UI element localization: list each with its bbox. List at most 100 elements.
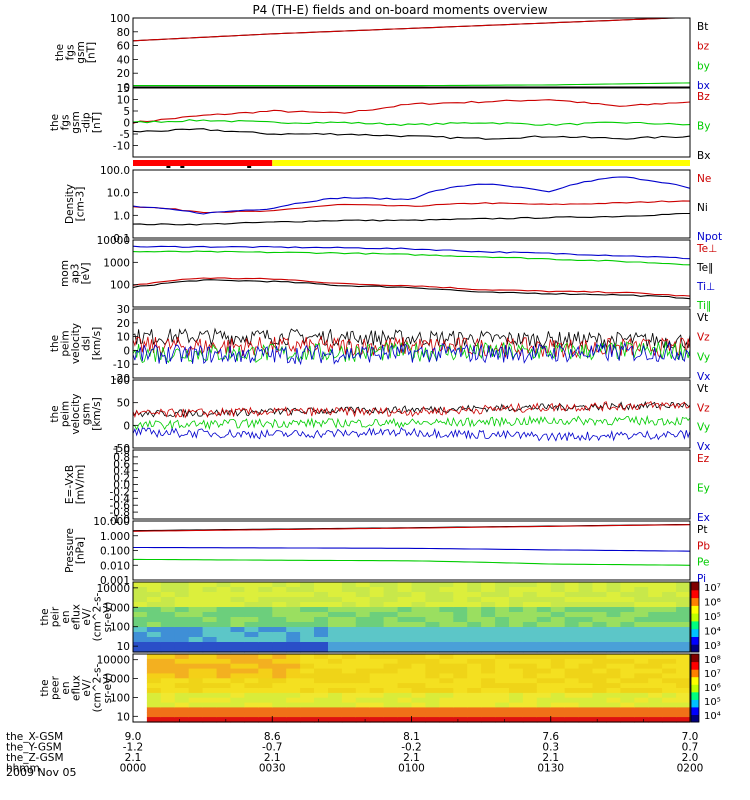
- date-label: 2009 Nov 05: [6, 766, 76, 779]
- y-tick-label: 80: [117, 27, 130, 39]
- spectrogram-cell: [314, 597, 329, 603]
- spectrogram-cell: [536, 692, 552, 699]
- spectrogram-cell: [188, 622, 204, 628]
- spectrogram-cell: [550, 582, 566, 588]
- spectrogram-cell: [411, 683, 426, 689]
- spectrogram-cell: [300, 702, 315, 709]
- spectrogram-cell: [314, 642, 329, 648]
- spectrogram-cell: [592, 642, 607, 648]
- panel-10: 10⁴10⁵10⁶10⁷10⁸10100100010000thepeerenef…: [39, 653, 721, 723]
- spectrogram-cell: [648, 637, 663, 643]
- series-group: [132, 400, 691, 442]
- spectrogram-cell: [481, 582, 496, 588]
- spectrogram-cell: [662, 627, 677, 633]
- spectrogram-cell: [397, 597, 413, 603]
- spectrogram-cell: [216, 697, 232, 704]
- spectrogram-cell: [662, 622, 677, 628]
- spectrogram-cell: [522, 642, 538, 648]
- spectrogram-cell: [146, 617, 162, 623]
- y-axis-label: Density[cm-3]: [64, 184, 87, 224]
- legend-label: Vx: [697, 371, 710, 383]
- series-line-Vz: [132, 335, 691, 359]
- spectrogram-cell: [522, 592, 538, 598]
- spectrogram-cell: [564, 717, 580, 723]
- spectrogram-cell: [300, 712, 315, 718]
- y-tick-label: 0: [123, 118, 130, 130]
- legend-label: Ti⊥: [696, 281, 715, 293]
- spectrogram-cell: [467, 627, 482, 633]
- spectrogram-cell: [146, 602, 162, 608]
- spectrogram-cell: [536, 663, 552, 670]
- spectrogram-cell: [286, 697, 301, 704]
- spectrogram-cell: [425, 627, 440, 633]
- spectrogram-cell: [160, 658, 176, 665]
- y-axis-label-line: Pressure: [64, 528, 76, 573]
- spectrogram-cell: [509, 647, 524, 653]
- spectrogram-cell: [174, 658, 190, 665]
- spectrogram-cell: [453, 702, 468, 709]
- spectrogram-cell: [509, 702, 524, 709]
- spectrogram-cell: [188, 683, 204, 689]
- spectrogram-cell: [536, 654, 552, 660]
- y-axis-label-line: sr-eV): [102, 602, 114, 633]
- y-axis-label-line: fgs: [60, 115, 72, 131]
- y-axis-label-line: velocity: [70, 323, 82, 364]
- series-line-Vt: [132, 327, 691, 349]
- spectrogram-cell: [453, 688, 468, 694]
- spectrogram-cell: [634, 668, 649, 675]
- colorbar-tick-label: 10⁶: [704, 598, 721, 609]
- series-group: [132, 17, 691, 88]
- spectrogram-cell: [258, 587, 273, 593]
- spectrogram-cell: [328, 658, 343, 665]
- spectrogram-cell: [606, 627, 621, 633]
- legend-label: Vt: [697, 383, 708, 395]
- spectrogram-cell: [188, 707, 204, 713]
- y-tick-label: 100.0: [100, 165, 130, 177]
- y-tick-label: 10.0: [107, 188, 130, 200]
- spectrogram-cell: [425, 622, 440, 628]
- spectrogram-cell: [174, 663, 190, 670]
- spectrogram-cell: [174, 717, 190, 723]
- spectrogram-cell: [634, 612, 649, 618]
- spectrogram-cell: [453, 642, 468, 648]
- spectrogram-cell: [314, 592, 329, 598]
- legend: Bt bz by bx: [697, 21, 710, 92]
- ephemeris-value: 0000: [120, 763, 147, 775]
- spectrogram-cell: [202, 597, 218, 603]
- spectrogram-cell: [425, 617, 440, 623]
- spectrogram-cell: [258, 602, 273, 608]
- spectrogram-cell: [620, 697, 635, 704]
- spectrogram-cell: [258, 622, 273, 628]
- y-tick-label: 1.0: [113, 445, 130, 457]
- spectrogram-cell: [606, 678, 621, 684]
- spectrogram-cell: [620, 587, 635, 593]
- spectrogram-cell: [425, 688, 440, 694]
- spectrogram-cell: [369, 627, 385, 633]
- spectrogram-cell: [592, 654, 607, 660]
- y-axis-label-line: en: [60, 610, 72, 623]
- spectrogram-cell: [467, 582, 482, 588]
- spectrogram-cell: [439, 612, 454, 618]
- spectrogram-cell: [328, 702, 343, 709]
- spectrogram-cell: [578, 663, 594, 670]
- spectrogram-cell: [676, 673, 691, 679]
- spectrogram-cell: [648, 592, 663, 598]
- spectrogram-cell: [620, 712, 635, 718]
- spectrogram-cell: [355, 707, 371, 713]
- spectrogram-cell: [355, 612, 371, 618]
- y-axis-label: Pressure[nPa]: [64, 528, 87, 573]
- spectrogram-cell: [606, 688, 621, 694]
- spectrogram-cell: [133, 673, 148, 679]
- spectrogram-cell: [411, 642, 426, 648]
- spectrogram-electron: [133, 654, 691, 723]
- spectrogram-cell: [411, 707, 426, 713]
- spectrogram-cell: [272, 582, 287, 588]
- spectrogram-cell: [286, 688, 301, 694]
- spectrogram-cell: [411, 617, 426, 623]
- spectrogram-cell: [216, 622, 232, 628]
- spectrogram-cell: [244, 717, 259, 723]
- spectrogram-cell: [453, 612, 468, 618]
- spectrogram-cell: [467, 597, 482, 603]
- spectrogram-cell: [160, 622, 176, 628]
- spectrogram-cell: [397, 678, 413, 684]
